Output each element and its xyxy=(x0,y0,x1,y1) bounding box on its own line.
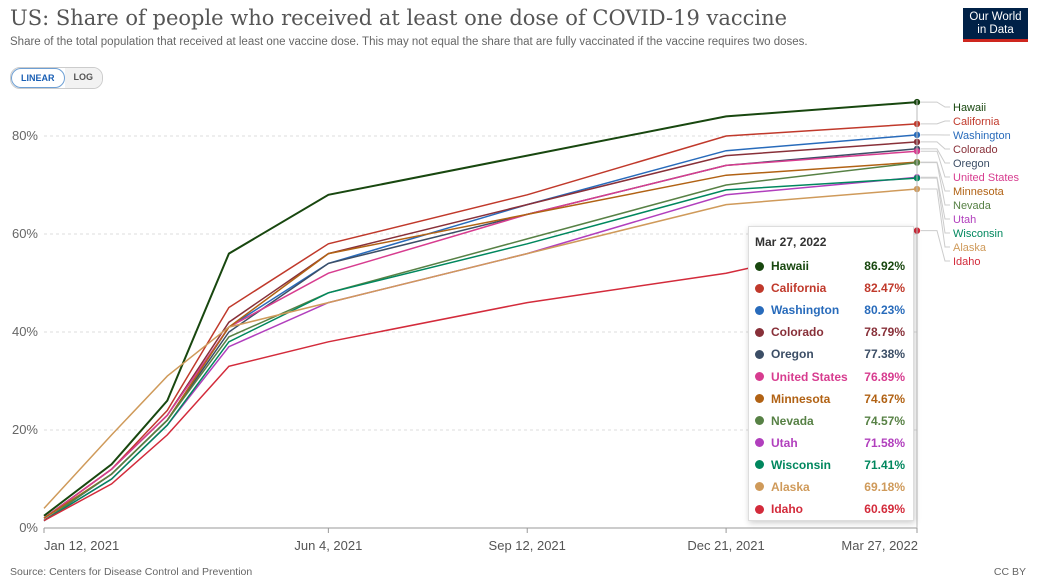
series-end-label[interactable]: Hawaii xyxy=(953,102,986,114)
y-tick-label: 40% xyxy=(12,324,38,339)
y-tick-label: 0% xyxy=(19,520,38,535)
tooltip-color-dot xyxy=(755,482,764,492)
series-end-label[interactable]: Nevada xyxy=(953,200,992,212)
source-note[interactable]: Source: Centers for Disease Control and … xyxy=(10,566,253,578)
x-tick-label: Dec 21, 2021 xyxy=(687,538,764,553)
tooltip-row: Nevada 74.57% xyxy=(755,410,905,432)
tooltip-row: Oregon 77.38% xyxy=(755,343,905,365)
series-line-idaho[interactable] xyxy=(43,229,918,522)
series-end-label[interactable]: Colorado xyxy=(953,144,998,156)
series-line-hawaii[interactable] xyxy=(43,101,918,517)
tooltip-color-dot xyxy=(755,349,764,359)
y-tick-label: 20% xyxy=(12,422,38,437)
tooltip-row: Wisconsin 71.41% xyxy=(755,454,905,476)
tooltip-series-name: Wisconsin xyxy=(771,457,831,472)
tooltip-color-dot xyxy=(755,394,764,404)
tooltip-series-name: California xyxy=(771,281,827,296)
tooltip-series-value: 78.79% xyxy=(864,325,905,340)
logo-line2: in Data xyxy=(977,24,1014,36)
tooltip-color-dot xyxy=(755,438,764,448)
tooltip-color-dot xyxy=(755,261,764,271)
tooltip-series-value: 82.47% xyxy=(864,281,905,296)
tooltip-row: Colorado 78.79% xyxy=(755,321,905,343)
owid-logo[interactable]: Our World in Data xyxy=(963,8,1028,42)
label-leader-line xyxy=(921,230,950,262)
hover-tooltip: Mar 27, 2022 Hawaii 86.92% California 82.47… xyxy=(748,226,914,521)
tooltip-color-dot xyxy=(755,460,764,470)
logo-line1: Our World xyxy=(969,11,1022,23)
tooltip-rows: Hawaii 86.92% California 82.47% Washington 80… xyxy=(755,255,905,520)
tooltip-color-dot xyxy=(755,372,764,382)
license-link[interactable]: CC BY xyxy=(993,566,1026,578)
x-tick-label: Sep 12, 2021 xyxy=(489,538,566,553)
tooltip-series-value: 80.23% xyxy=(864,303,905,318)
tooltip-color-dot xyxy=(755,416,764,426)
tooltip-series-value: 74.67% xyxy=(864,391,905,406)
series-end-label[interactable]: Alaska xyxy=(953,242,987,254)
series-end-label[interactable]: Utah xyxy=(953,214,976,226)
tooltip-series-value: 74.57% xyxy=(864,413,905,428)
tooltip-row: California 82.47% xyxy=(755,277,905,299)
tooltip-series-name: Alaska xyxy=(771,479,810,494)
label-leader-line xyxy=(921,120,950,125)
series-line-alaska[interactable] xyxy=(43,188,918,509)
tooltip-series-name: Colorado xyxy=(771,325,824,340)
y-tick-label: 80% xyxy=(12,128,38,143)
tooltip-row: Alaska 69.18% xyxy=(755,476,905,498)
log-scale-button[interactable]: LOG xyxy=(64,68,102,88)
label-leader-line xyxy=(921,162,950,206)
tooltip-color-dot xyxy=(755,305,764,315)
x-tick-label: Mar 27, 2022 xyxy=(841,538,918,553)
tooltip-row: Utah 71.58% xyxy=(755,432,905,454)
tooltip-series-value: 86.92% xyxy=(864,259,905,274)
tooltip-color-dot xyxy=(755,283,764,293)
tooltip-series-value: 77.38% xyxy=(864,347,905,362)
tooltip-series-name: Utah xyxy=(771,435,798,450)
series-line-wisconsin[interactable] xyxy=(43,177,918,522)
tooltip-series-value: 60.69% xyxy=(864,502,905,517)
tooltip-series-name: Hawaii xyxy=(771,259,810,274)
series-end-label[interactable]: California xyxy=(953,116,1000,128)
tooltip-series-name: Minnesota xyxy=(771,391,831,406)
label-leader-line xyxy=(921,177,950,234)
tooltip-series-name: Oregon xyxy=(771,347,814,362)
x-tick-label: Jun 4, 2021 xyxy=(294,538,362,553)
tooltip-row: Washington 80.23% xyxy=(755,299,905,321)
linear-scale-button[interactable]: LINEAR xyxy=(11,68,65,88)
chart-title: US: Share of people who received at leas… xyxy=(10,6,788,30)
tooltip-row: Minnesota 74.67% xyxy=(755,388,905,410)
series-end-label[interactable]: United States xyxy=(953,172,1020,184)
tooltip-series-value: 69.18% xyxy=(864,479,905,494)
tooltip-row: Hawaii 86.92% xyxy=(755,255,905,277)
tooltip-color-dot xyxy=(755,327,764,337)
tooltip-date: Mar 27, 2022 xyxy=(755,235,827,249)
tooltip-series-name: United States xyxy=(771,369,848,384)
tooltip-series-value: 71.41% xyxy=(864,457,905,472)
chart-subtitle: Share of the total population that recei… xyxy=(10,36,808,48)
tooltip-series-name: Washington xyxy=(771,303,840,318)
label-leader-line xyxy=(921,188,950,248)
tooltip-series-name: Idaho xyxy=(771,502,803,517)
label-leader-line xyxy=(921,101,950,108)
tooltip-row: Idaho 60.69% xyxy=(755,498,905,520)
series-line-united-states[interactable] xyxy=(43,150,918,519)
series-end-label[interactable]: Idaho xyxy=(953,256,981,268)
label-leader-line xyxy=(921,148,950,164)
series-end-label[interactable]: Wisconsin xyxy=(953,228,1003,240)
tooltip-series-name: Nevada xyxy=(771,413,814,428)
tooltip-color-dot xyxy=(755,504,764,514)
y-tick-label: 60% xyxy=(12,226,38,241)
series-end-label[interactable]: Minnesota xyxy=(953,186,1005,198)
label-leader-line xyxy=(921,150,950,178)
tooltip-series-value: 76.89% xyxy=(864,369,905,384)
series-end-label[interactable]: Oregon xyxy=(953,158,990,170)
label-leader-line xyxy=(921,176,950,220)
label-leader-line xyxy=(921,141,950,150)
series-end-label[interactable]: Washington xyxy=(953,130,1011,142)
tooltip-series-value: 71.58% xyxy=(864,435,905,450)
x-tick-label: Jan 12, 2021 xyxy=(44,538,119,553)
scale-toggle: LINEAR LOG xyxy=(10,67,103,89)
tooltip-row: United States 76.89% xyxy=(755,365,905,387)
